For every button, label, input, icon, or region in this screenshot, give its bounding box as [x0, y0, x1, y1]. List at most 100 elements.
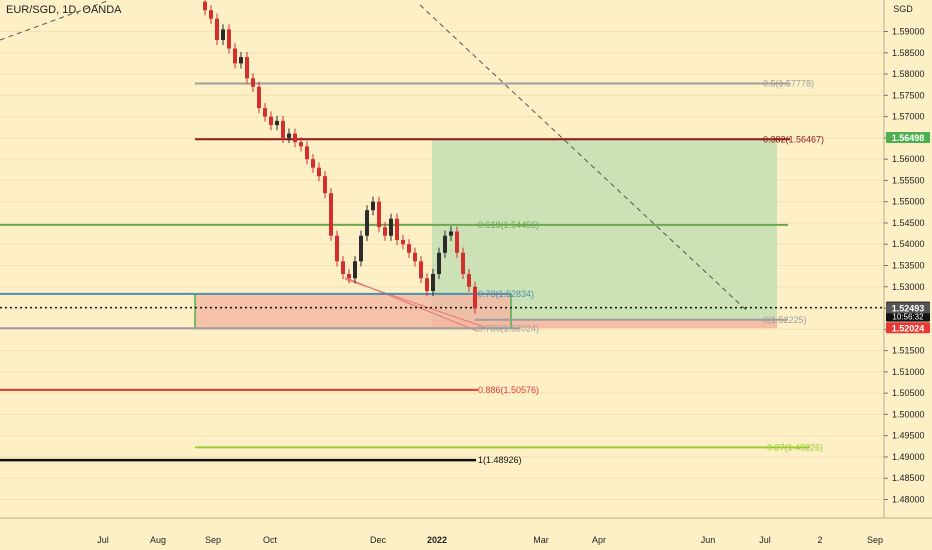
time-label: Aug: [150, 535, 166, 545]
candle-body: [431, 274, 435, 292]
fib-label: 0.73(1.52834): [478, 289, 534, 299]
fib-label: 0.886(1.50576): [478, 385, 539, 395]
candle-body: [407, 244, 411, 253]
time-axis: Jul Aug Sep Oct Dec 2022 Mar Apr Jun Jul 2 Sep: [0, 517, 932, 545]
tick-label: 1.51500: [892, 346, 925, 356]
time-label: Jul: [759, 535, 771, 545]
candle-body: [245, 57, 249, 79]
time-label: Mar: [533, 535, 549, 545]
candle-body: [323, 176, 327, 194]
tick-label: 1.55500: [892, 175, 925, 185]
time-label: Apr: [592, 535, 606, 545]
tick-label: 1.56000: [892, 154, 925, 164]
candle-body: [473, 286, 477, 309]
fib-label: 0.618(1.54456): [478, 220, 539, 230]
price-axis: SGD 1.48000 1.48500 1.49000 1.49500 1.50000 1.…: [883, 0, 932, 550]
candle-body: [401, 239, 405, 245]
candle-body: [329, 193, 333, 236]
candle-body: [467, 274, 471, 287]
time-label: 2: [817, 535, 822, 545]
price-badge-label: 1.56498: [892, 133, 925, 143]
price-badge: [886, 302, 930, 314]
time-label: Jun: [701, 535, 716, 545]
candle-body: [275, 120, 279, 126]
price-badge: [886, 322, 930, 334]
price-badge-label: 1.52493: [892, 303, 925, 313]
fib-label: -0.27(1.49226): [764, 442, 823, 452]
candle-body: [215, 18, 219, 41]
tick-label: 1.53500: [892, 261, 925, 271]
position-zones: [194, 139, 777, 330]
price-axis-bg: [884, 0, 932, 550]
candle-body: [455, 231, 459, 253]
candle-body: [293, 133, 297, 143]
candle-body: [359, 235, 363, 262]
trend-line-down: [419, 4, 749, 313]
candle-body: [257, 86, 261, 109]
time-label: Dec: [370, 535, 387, 545]
time-label: Jul: [97, 535, 109, 545]
tick-label: 1.50500: [892, 388, 925, 398]
tick-label: 1.53000: [892, 282, 925, 292]
candle-body: [449, 231, 453, 236]
currency-label: SGD: [893, 4, 913, 14]
loss-zone: [432, 319, 777, 329]
tick-label: 1.48000: [892, 494, 925, 504]
candle-body: [443, 235, 447, 253]
candle-body: [413, 252, 417, 262]
tick-label: 1.49500: [892, 431, 925, 441]
fib-label: 0.5(1.57778): [763, 79, 814, 89]
candle-body: [389, 218, 393, 236]
candle-body: [371, 201, 375, 211]
tick-label: 1.59000: [892, 27, 925, 37]
candle-body: [461, 252, 465, 275]
tick-label: 1.58000: [892, 69, 925, 79]
profit-zone: [432, 139, 777, 320]
time-label: Oct: [263, 535, 278, 545]
candle-body: [305, 146, 309, 160]
time-label: 2022: [427, 535, 447, 545]
wedge-line: [344, 278, 486, 328]
candle-body: [287, 133, 291, 138]
candle-body: [383, 227, 387, 236]
time-label: Sep: [867, 535, 883, 545]
fib-label: 0(1.52225): [763, 315, 807, 325]
candle-body: [233, 48, 237, 64]
candle-body: [299, 142, 303, 147]
candle-body: [221, 29, 225, 41]
tick-label: 1.55000: [892, 197, 925, 207]
candle-body: [317, 167, 321, 177]
support-box-fill: [195, 293, 511, 329]
candle-body: [437, 252, 441, 275]
time-label: Sep: [205, 535, 221, 545]
trend-line-left: [0, 0, 111, 41]
candle-body: [419, 261, 423, 279]
tick-label: 1.51000: [892, 367, 925, 377]
trend-lines: [0, 0, 749, 332]
candle-body: [365, 210, 369, 236]
fib-levels: 0.5(1.57778) 0.382(1.56467) 0.618(1.54456)…: [0, 79, 884, 465]
candle-body: [425, 278, 429, 292]
tick-label: 1.54500: [892, 218, 925, 228]
candle-body: [335, 235, 339, 262]
tick-label: 1.50000: [892, 409, 925, 419]
tick-label: 1.57000: [892, 112, 925, 122]
candle-body: [347, 274, 351, 279]
candle-body: [311, 159, 315, 168]
candle-body: [269, 116, 273, 126]
tick-label: 1.57500: [892, 90, 925, 100]
symbol-label: EUR/SGD, 1D, OANDA: [6, 4, 122, 16]
price-badge-label: 1.52024: [892, 323, 925, 333]
price-badge: [886, 131, 930, 143]
candle-body: [395, 218, 399, 240]
candle-body: [377, 201, 381, 228]
candle-body: [239, 57, 243, 64]
candle-body: [203, 1, 207, 11]
candle-body: [281, 120, 285, 138]
tick-label: 1.58500: [892, 48, 925, 58]
candles: [203, 0, 477, 314]
price-badge-timer: 10:56:32: [892, 313, 924, 322]
